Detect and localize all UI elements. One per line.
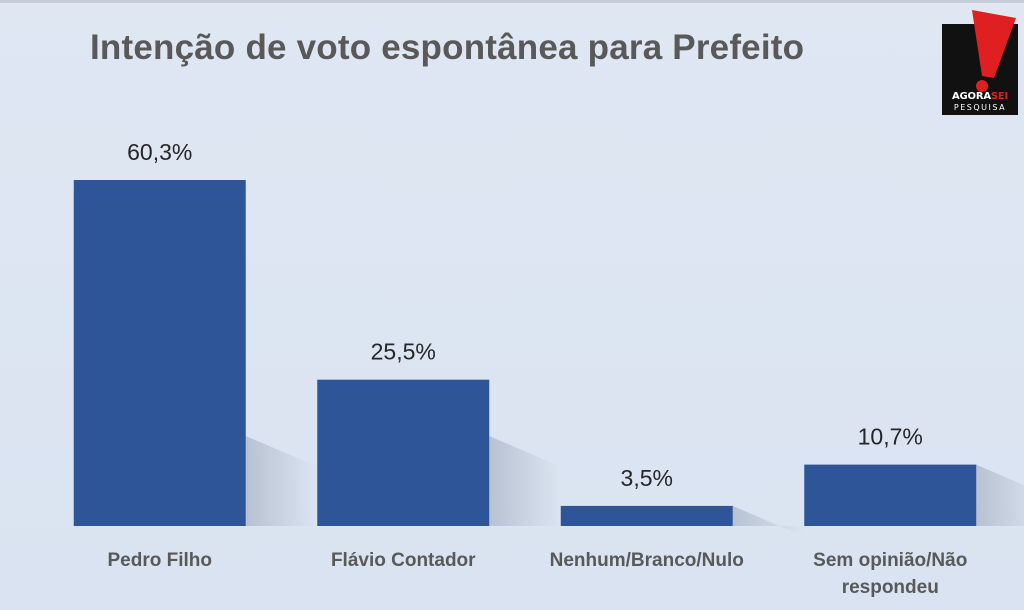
data-label: 60,3% — [127, 139, 192, 165]
logo-subtext: PESQUISA — [953, 103, 1007, 112]
logo-text-agora: AGORA — [951, 91, 991, 102]
category-label: Nenhum/Branco/Nulo — [550, 550, 744, 571]
exclamation-icon — [972, 10, 1016, 92]
bar-shadow — [732, 505, 803, 536]
bar — [317, 379, 490, 526]
bar-shadow — [245, 436, 316, 526]
data-label: 10,7% — [858, 424, 923, 450]
category-labels-group: Pedro Filho Flávio Contador Nenhum/Branco/… — [108, 550, 968, 598]
bar-shadows — [245, 436, 1024, 536]
category-label: Sem opinião/Não — [813, 550, 967, 571]
category-label: respondeu — [842, 577, 939, 598]
chart-title: Intenção de voto espontânea para Prefeit… — [90, 28, 805, 67]
data-label: 3,5% — [621, 465, 673, 491]
data-labels-group: 60,3% 25,5% 3,5% 10,7% — [127, 139, 923, 491]
top-border — [0, 0, 1024, 3]
category-label: Flávio Contador — [331, 550, 476, 571]
bar-shadow — [489, 436, 560, 526]
logo-text-sei: SEI — [990, 91, 1009, 102]
bars-group — [73, 180, 977, 526]
bar — [560, 505, 733, 526]
bar — [73, 180, 246, 526]
bar-shadow — [976, 464, 1024, 526]
agorasei-logo: AGORASEI PESQUISA — [942, 8, 1018, 115]
category-label: Pedro Filho — [108, 550, 213, 571]
logo-wordmark: AGORASEI — [942, 92, 1018, 102]
data-label: 25,5% — [371, 339, 436, 365]
bar — [804, 464, 977, 526]
